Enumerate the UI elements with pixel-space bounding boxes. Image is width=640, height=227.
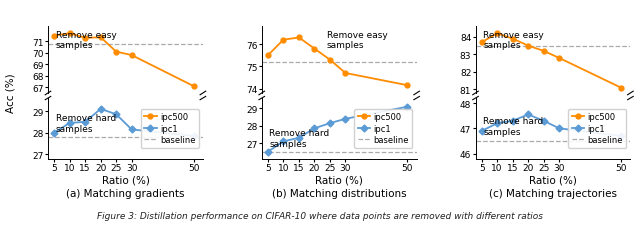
Legend: ipc500, ipc1, baseline: ipc500, ipc1, baseline [355,109,413,148]
X-axis label: Ratio (%): Ratio (%) [529,175,577,185]
Text: Remove easy
samples: Remove easy samples [483,31,544,50]
Title: (a) Matching gradients: (a) Matching gradients [66,188,185,198]
Text: Remove hard
samples: Remove hard samples [269,129,330,148]
X-axis label: Ratio (%): Ratio (%) [316,175,363,185]
Title: (c) Matching trajectories: (c) Matching trajectories [489,188,617,198]
Text: Remove hard
samples: Remove hard samples [483,117,543,136]
Legend: ipc500, ipc1, baseline: ipc500, ipc1, baseline [141,109,199,148]
Text: Remove easy
samples: Remove easy samples [56,31,116,50]
Legend: ipc500, ipc1, baseline: ipc500, ipc1, baseline [568,109,626,148]
Text: Remove easy
samples: Remove easy samples [327,31,388,50]
Text: Figure 3: Distillation performance on CIFAR-10 where data points are removed wit: Figure 3: Distillation performance on CI… [97,211,543,220]
Title: (b) Matching distributions: (b) Matching distributions [272,188,406,198]
X-axis label: Ratio (%): Ratio (%) [102,175,149,185]
Text: Acc (%): Acc (%) [5,73,15,113]
Text: Remove hard
samples: Remove hard samples [56,114,116,133]
